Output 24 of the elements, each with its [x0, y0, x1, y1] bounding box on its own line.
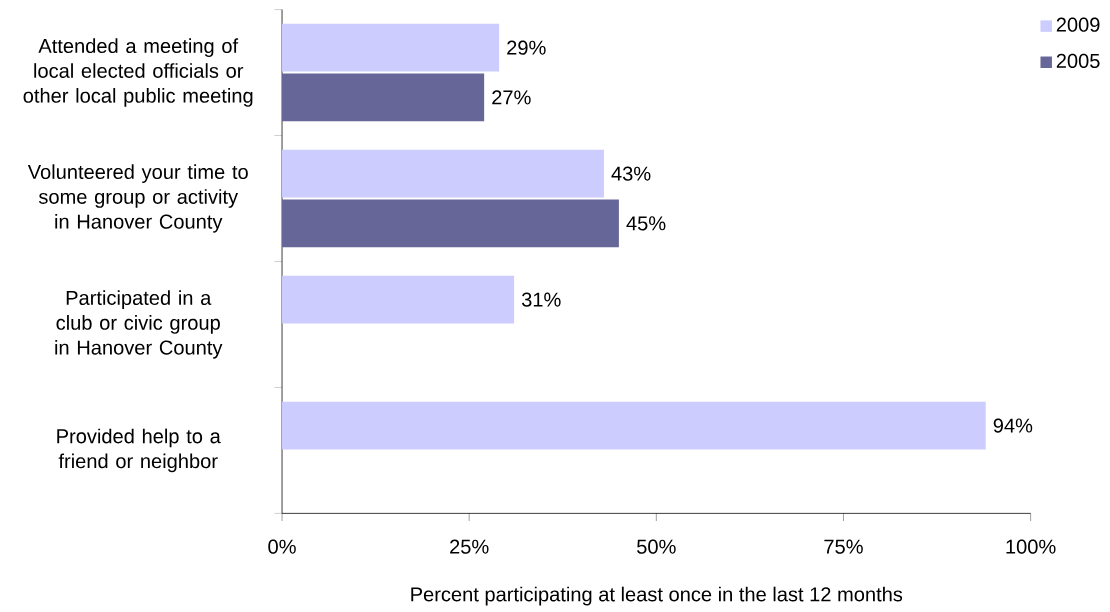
bar: [282, 73, 485, 122]
legend-label: 2005: [1056, 53, 1100, 68]
y-tick-label: Provided help to a friend or neighbor: [57, 428, 221, 473]
y-tick-label: Volunteered your time to some group or activity in Hanover County: [27, 164, 248, 233]
bar: [282, 401, 986, 450]
data-label: 45%: [626, 216, 666, 231]
x-tick-label: 75%: [824, 539, 863, 554]
x-tick-label: 0%: [268, 539, 296, 554]
data-label: 29%: [507, 40, 546, 55]
y-tick-label: Attended a meeting of local elected officials or other local public meeting: [23, 38, 253, 107]
data-label: 31%: [521, 292, 561, 307]
data-label: 43%: [611, 166, 651, 181]
x-tick-label: 100%: [1006, 539, 1056, 554]
bar: [282, 275, 515, 324]
data-label: 27%: [492, 90, 531, 105]
bar: [282, 149, 604, 198]
legend-label: 2009: [1056, 17, 1100, 32]
bar: [282, 23, 500, 72]
x-tick-label: 25%: [450, 539, 489, 554]
x-tick-label: 50%: [637, 539, 676, 554]
bar: [282, 199, 619, 248]
x-axis-title: Percent participating at least once in the last 12 months: [411, 586, 903, 606]
y-tick-label: Participated in a club or civic group in Hanover County: [55, 290, 223, 359]
data-label: 94%: [993, 418, 1033, 433]
